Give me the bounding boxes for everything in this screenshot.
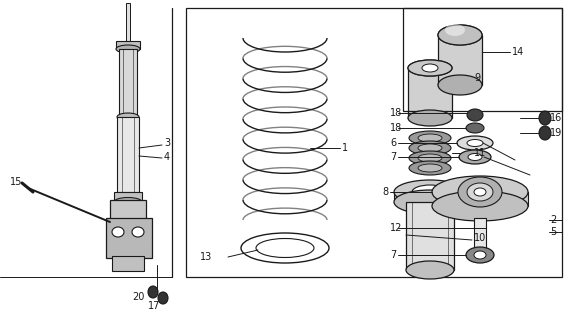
Text: 11: 11 xyxy=(474,148,486,158)
Ellipse shape xyxy=(467,140,483,147)
Ellipse shape xyxy=(412,185,448,199)
Text: 6: 6 xyxy=(390,138,396,148)
Ellipse shape xyxy=(432,176,528,208)
Ellipse shape xyxy=(116,45,140,53)
Bar xyxy=(474,218,486,248)
Text: 1: 1 xyxy=(342,143,348,153)
Ellipse shape xyxy=(418,134,442,142)
Text: 5: 5 xyxy=(550,227,556,237)
Ellipse shape xyxy=(409,151,451,165)
Text: 13: 13 xyxy=(200,252,212,262)
Text: 7: 7 xyxy=(390,152,396,162)
Text: 12: 12 xyxy=(390,223,403,233)
Ellipse shape xyxy=(409,131,451,145)
Text: 15: 15 xyxy=(10,177,22,187)
Bar xyxy=(408,68,452,118)
Bar xyxy=(438,35,482,85)
Ellipse shape xyxy=(467,183,493,201)
Ellipse shape xyxy=(409,141,451,155)
Bar xyxy=(186,8,562,277)
Text: 14: 14 xyxy=(512,47,524,57)
Ellipse shape xyxy=(112,227,124,237)
Ellipse shape xyxy=(158,292,168,304)
Text: 17: 17 xyxy=(148,301,160,311)
Ellipse shape xyxy=(408,60,452,76)
Ellipse shape xyxy=(539,111,551,125)
Ellipse shape xyxy=(467,109,483,121)
Ellipse shape xyxy=(466,123,484,133)
Bar xyxy=(126,3,130,41)
Ellipse shape xyxy=(418,144,442,152)
Text: 18: 18 xyxy=(390,123,402,133)
Ellipse shape xyxy=(408,60,452,76)
Bar xyxy=(106,218,152,258)
Bar xyxy=(116,41,140,49)
Ellipse shape xyxy=(432,191,528,221)
Text: 18: 18 xyxy=(390,108,402,118)
Ellipse shape xyxy=(114,197,142,206)
Bar xyxy=(406,202,454,270)
Ellipse shape xyxy=(418,154,442,162)
Ellipse shape xyxy=(459,150,491,164)
Text: 19: 19 xyxy=(550,128,562,138)
Bar xyxy=(394,192,466,202)
Text: 8: 8 xyxy=(382,187,388,197)
Text: 20: 20 xyxy=(132,292,144,302)
Bar xyxy=(432,192,528,206)
Ellipse shape xyxy=(406,261,454,279)
Ellipse shape xyxy=(438,25,482,45)
Bar xyxy=(117,117,139,192)
Text: 7: 7 xyxy=(390,250,396,260)
Text: 3: 3 xyxy=(164,138,170,148)
Ellipse shape xyxy=(474,188,486,196)
Ellipse shape xyxy=(468,154,482,161)
Text: 9: 9 xyxy=(474,73,480,83)
Bar xyxy=(403,8,562,111)
Ellipse shape xyxy=(117,113,139,121)
Ellipse shape xyxy=(474,251,486,259)
Ellipse shape xyxy=(409,161,451,175)
Ellipse shape xyxy=(438,75,482,95)
Ellipse shape xyxy=(132,227,144,237)
Ellipse shape xyxy=(458,177,502,207)
Text: 4: 4 xyxy=(164,152,170,162)
Text: 2: 2 xyxy=(550,215,556,225)
Ellipse shape xyxy=(438,25,482,45)
Ellipse shape xyxy=(445,24,465,36)
Ellipse shape xyxy=(418,164,442,172)
Ellipse shape xyxy=(256,238,314,258)
Bar xyxy=(119,49,137,117)
Ellipse shape xyxy=(466,247,494,263)
Ellipse shape xyxy=(394,190,466,214)
Text: 16: 16 xyxy=(550,113,562,123)
Text: 10: 10 xyxy=(474,233,486,243)
Ellipse shape xyxy=(408,110,452,126)
Bar xyxy=(110,200,146,222)
Ellipse shape xyxy=(394,180,466,204)
Ellipse shape xyxy=(422,64,438,72)
Ellipse shape xyxy=(539,126,551,140)
Bar xyxy=(112,256,144,271)
Ellipse shape xyxy=(148,286,158,298)
Ellipse shape xyxy=(457,136,493,150)
Bar xyxy=(114,192,142,202)
